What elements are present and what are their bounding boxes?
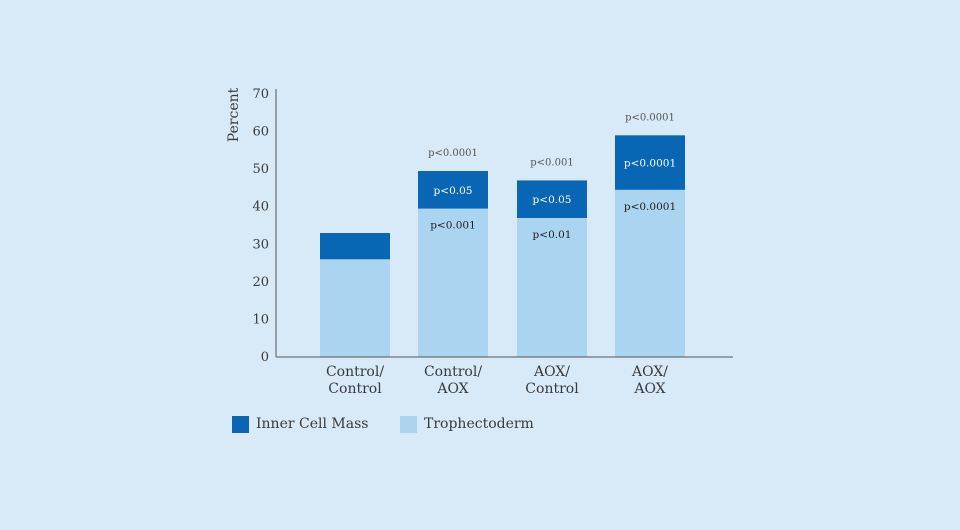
x-category-label: AOX/Control [525, 364, 579, 397]
x-category-label: Control/Control [326, 364, 384, 397]
bars [320, 135, 685, 357]
bar-segment-inner-cell-mass [517, 180, 587, 218]
y-tick-label: 70 [252, 87, 269, 102]
bar-segment-inner-cell-mass [320, 233, 390, 260]
significance-label: p<0.0001 [625, 112, 675, 123]
legend-label: Trophectoderm [424, 416, 534, 432]
bar-segment-trophectoderm [615, 189, 685, 357]
legend-swatch [400, 416, 417, 433]
bar-data-label: p<0.05 [434, 185, 473, 197]
y-tick-label: 10 [252, 312, 269, 327]
y-tick-label: 60 [252, 125, 269, 140]
significance-label: p<0.001 [530, 157, 573, 168]
annotations: p<0.001 p<0.05 p<0.0001 p<0.01 p<0.05 p<0.001… [428, 112, 676, 241]
bar-segment-trophectoderm [517, 217, 587, 357]
bar-data-label: p<0.0001 [624, 158, 676, 170]
significance-label: p<0.0001 [428, 148, 478, 159]
bar-data-label: p<0.001 [430, 220, 476, 232]
bar-segment-trophectoderm [418, 208, 488, 357]
bar-data-label: p<0.05 [533, 194, 572, 206]
bar-data-label: p<0.0001 [624, 201, 676, 213]
y-tick-label: 30 [252, 237, 269, 252]
x-category-label: AOX/AOX [631, 364, 668, 397]
y-tick-label: 50 [252, 162, 269, 177]
bar-segment-inner-cell-mass [418, 171, 488, 209]
bar-segment-inner-cell-mass [615, 135, 685, 190]
legend: Inner Cell Mass Trophectoderm [232, 416, 534, 433]
y-tick-label: 20 [252, 275, 269, 290]
category-labels: Control/Control Control/AOX AOX/Control AOX… [326, 364, 668, 397]
y-tick-label: 40 [252, 200, 269, 215]
legend-swatch [232, 416, 249, 433]
legend-label: Inner Cell Mass [256, 416, 368, 432]
bar-data-label: p<0.01 [533, 229, 572, 241]
y-axis-label: Percent [226, 87, 242, 142]
y-axis-ticks: 0 10 20 30 40 50 60 70 [252, 87, 269, 365]
x-category-label: Control/AOX [424, 364, 482, 397]
bar-segment-trophectoderm [320, 259, 390, 357]
y-tick-label: 0 [261, 350, 269, 365]
